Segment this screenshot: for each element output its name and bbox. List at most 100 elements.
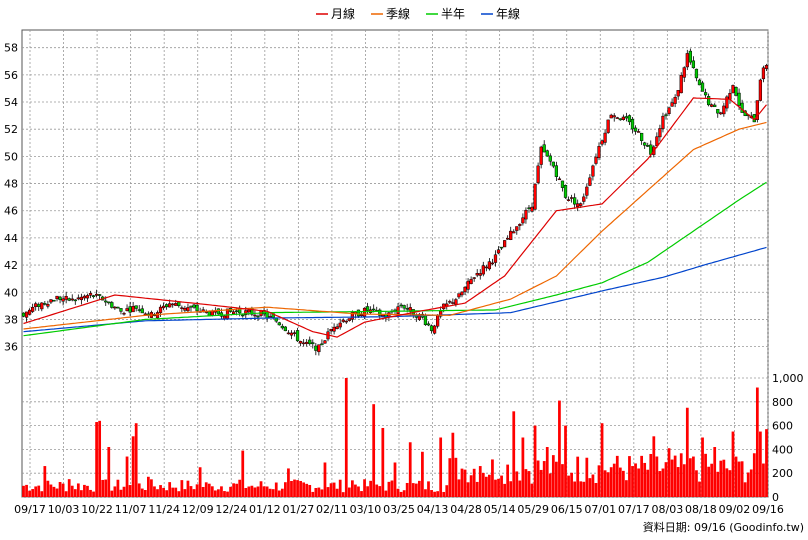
volume-bar xyxy=(494,479,497,497)
volume-bar xyxy=(347,487,351,497)
candle-body xyxy=(713,104,717,108)
candle-body xyxy=(365,306,370,311)
candle-body xyxy=(478,273,482,276)
candle-body xyxy=(192,304,196,308)
candle-body xyxy=(40,302,44,310)
volume-bar xyxy=(104,479,108,497)
candle-body xyxy=(539,146,543,165)
candle-body xyxy=(362,307,367,317)
candle-body xyxy=(335,326,339,330)
volume-bar xyxy=(755,387,759,497)
candle-body xyxy=(661,115,665,129)
volume-bar xyxy=(375,484,379,497)
volume-bar xyxy=(536,460,540,497)
candle-body xyxy=(524,209,528,220)
volume-bar xyxy=(332,482,336,497)
volume-bar xyxy=(360,491,363,497)
volume-bar xyxy=(497,478,500,497)
volume-bar xyxy=(719,460,723,497)
candle-body xyxy=(323,340,327,344)
candle-body xyxy=(487,261,492,270)
candle-body xyxy=(533,183,537,210)
volume-bar xyxy=(393,462,397,497)
candle-body xyxy=(591,165,595,177)
volume-bar xyxy=(213,490,217,497)
candle-body xyxy=(719,112,723,115)
volume-bar xyxy=(122,486,126,497)
candle-body xyxy=(286,332,291,335)
volume-bar xyxy=(615,455,619,497)
candle-body xyxy=(268,316,272,318)
volume-bar xyxy=(640,455,644,497)
candle-body xyxy=(506,238,510,240)
date-tick-label: 03/25 xyxy=(383,503,415,516)
price-tick-label: 40 xyxy=(4,286,18,299)
candle-body xyxy=(295,330,300,342)
volume-bar xyxy=(411,483,415,497)
volume-bar xyxy=(676,467,680,497)
volume-bar xyxy=(67,479,71,497)
date-tick-label: 03/10 xyxy=(350,503,382,516)
grid xyxy=(21,29,769,498)
volume-bar xyxy=(271,489,275,497)
volume-bar xyxy=(302,482,306,497)
candle-body xyxy=(640,132,644,141)
volume-bar xyxy=(314,488,318,497)
volume-bar xyxy=(685,407,689,497)
candle-body xyxy=(347,318,351,321)
volume-bar xyxy=(40,491,44,497)
volume-bar xyxy=(253,487,257,497)
price-tick-label: 52 xyxy=(4,123,18,136)
volume-bar xyxy=(472,468,476,497)
candle-body xyxy=(722,105,726,115)
volume-bar xyxy=(28,490,31,497)
price-tick-label: 54 xyxy=(4,96,18,109)
candle-body xyxy=(688,50,692,63)
candle-body xyxy=(232,311,236,314)
candle-body xyxy=(457,293,461,298)
volume-bar xyxy=(223,491,226,497)
volume-bar xyxy=(576,456,580,497)
half-year-ma-line xyxy=(23,181,767,337)
volume-bar xyxy=(491,459,494,497)
candle-body xyxy=(34,303,38,307)
volume-bar xyxy=(664,462,668,497)
candle-body xyxy=(758,79,763,101)
volume-bar xyxy=(765,429,768,497)
volume-bar xyxy=(125,456,129,497)
volume-bar xyxy=(146,476,150,497)
volume-bar xyxy=(421,451,424,497)
candle-body xyxy=(344,320,348,323)
volume-bar xyxy=(305,483,309,497)
volume-bar xyxy=(402,490,406,497)
candle-body xyxy=(31,306,35,312)
candle-body xyxy=(643,142,647,146)
candle-body xyxy=(79,296,83,301)
candle-body xyxy=(691,60,696,69)
volume-bar xyxy=(329,483,333,497)
candle-body xyxy=(509,230,513,240)
volume-bar xyxy=(439,437,443,497)
volume-bar xyxy=(220,486,223,497)
candle-body xyxy=(621,116,625,120)
candle-body xyxy=(396,306,400,314)
candle-body xyxy=(655,136,659,146)
candle-body xyxy=(673,96,677,104)
volume-bar xyxy=(64,491,68,497)
candle-body xyxy=(332,326,336,332)
volume-bar xyxy=(180,480,184,497)
date-tick-label: 08/03 xyxy=(652,503,684,516)
volume-bar xyxy=(430,490,433,497)
candle-body xyxy=(241,314,245,317)
volume-bar xyxy=(363,479,366,497)
legend-label: 季線 xyxy=(386,6,410,21)
legend-label: 月線 xyxy=(331,6,355,21)
candle-body xyxy=(399,304,403,307)
volume-bar xyxy=(463,469,467,497)
volume-bar xyxy=(740,461,744,497)
volume-bar xyxy=(354,484,357,497)
volume-bar xyxy=(22,485,25,497)
volume-bar xyxy=(25,484,28,497)
volume-bar xyxy=(698,481,701,497)
volume-bar xyxy=(189,486,193,497)
